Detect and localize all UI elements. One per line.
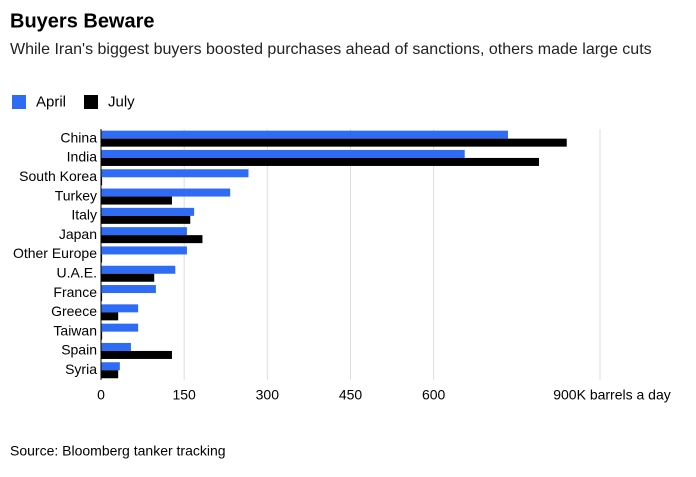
bar bbox=[101, 227, 187, 236]
y-tick-label: Taiwan bbox=[53, 322, 97, 338]
source: Source: Bloomberg tanker tracking bbox=[10, 443, 226, 459]
bar bbox=[101, 215, 191, 224]
x-tick-label: 600 bbox=[422, 387, 446, 403]
legend-swatch bbox=[12, 95, 26, 109]
bar bbox=[101, 254, 103, 263]
y-tick-label: Syria bbox=[65, 361, 97, 377]
x-tick-label: 0 bbox=[97, 387, 105, 403]
x-tick-label: 450 bbox=[339, 387, 363, 403]
bar bbox=[101, 370, 119, 379]
y-tick-label: France bbox=[53, 284, 97, 300]
bar bbox=[101, 138, 567, 147]
bar bbox=[101, 149, 465, 158]
bar bbox=[101, 207, 195, 216]
bar bbox=[101, 130, 508, 139]
bar bbox=[101, 323, 139, 332]
bar bbox=[101, 188, 231, 197]
x-tick-label: 900K barrels a day bbox=[553, 387, 671, 403]
legend-swatch bbox=[84, 95, 98, 109]
chart-title: Buyers Beware bbox=[10, 10, 155, 32]
bar bbox=[101, 196, 172, 205]
bar bbox=[101, 246, 187, 255]
subtitle-box: While Iran's biggest buyers boosted purc… bbox=[10, 41, 652, 58]
bar bbox=[101, 304, 139, 313]
bar bbox=[101, 177, 103, 186]
y-tick-label: India bbox=[67, 149, 98, 165]
y-tick-label: China bbox=[60, 129, 97, 145]
legend-label: July bbox=[108, 93, 135, 110]
bar bbox=[101, 169, 249, 178]
bar bbox=[101, 273, 155, 282]
bar bbox=[101, 331, 103, 340]
y-tick-label: U.A.E. bbox=[57, 264, 97, 280]
bar bbox=[101, 265, 176, 274]
y-tick-label: Spain bbox=[61, 342, 97, 358]
y-tick-label: Japan bbox=[59, 226, 97, 242]
bar bbox=[101, 342, 131, 351]
chart-subtitle: While Iran's biggest buyers boosted purc… bbox=[10, 41, 652, 58]
x-tick-label: 150 bbox=[172, 387, 196, 403]
x-tick-label: 300 bbox=[256, 387, 280, 403]
y-tick-label: Italy bbox=[71, 207, 97, 223]
legend-label: April bbox=[36, 93, 66, 110]
bar bbox=[101, 157, 540, 166]
y-tick-label: South Korea bbox=[19, 168, 97, 184]
bar bbox=[101, 235, 203, 244]
bar bbox=[101, 293, 103, 302]
y-tick-label: Other Europe bbox=[13, 245, 97, 261]
bar bbox=[101, 362, 120, 371]
bar bbox=[101, 350, 172, 359]
y-tick-label: Greece bbox=[51, 303, 97, 319]
bar bbox=[101, 312, 119, 321]
bar bbox=[101, 285, 156, 294]
y-tick-label: Turkey bbox=[55, 187, 97, 203]
